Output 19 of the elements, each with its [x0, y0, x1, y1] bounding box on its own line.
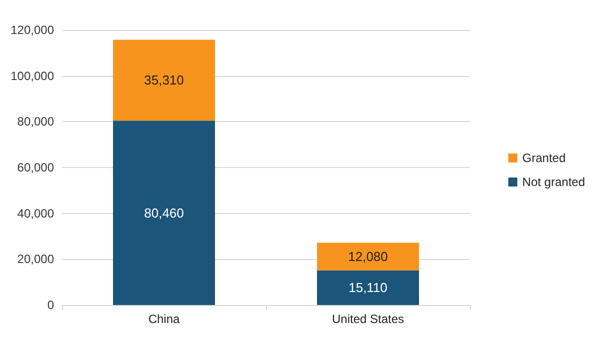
bar	[113, 120, 215, 305]
data-label: 80,460	[144, 205, 184, 220]
y-tick-label: 100,000	[10, 68, 54, 83]
y-tick-label: 40,000	[17, 206, 54, 220]
bar	[113, 40, 215, 121]
x-tick-label: United States	[332, 312, 404, 326]
y-tick-label: 60,000	[17, 160, 54, 174]
y-tick-label: 0	[47, 298, 54, 312]
bar	[317, 242, 419, 270]
y-tick-label: 20,000	[17, 252, 54, 266]
legend-label: Granted	[522, 151, 566, 165]
bar	[317, 270, 419, 305]
data-label: 35,310	[144, 72, 184, 88]
y-tick-label: 120,000	[10, 23, 54, 37]
data-label: 15,110	[348, 280, 388, 296]
y-tick-label: 80,000	[17, 114, 54, 129]
legend-label: Not granted	[522, 175, 586, 189]
data-label: 12,080	[348, 249, 388, 264]
x-tick-label: China	[148, 312, 180, 326]
